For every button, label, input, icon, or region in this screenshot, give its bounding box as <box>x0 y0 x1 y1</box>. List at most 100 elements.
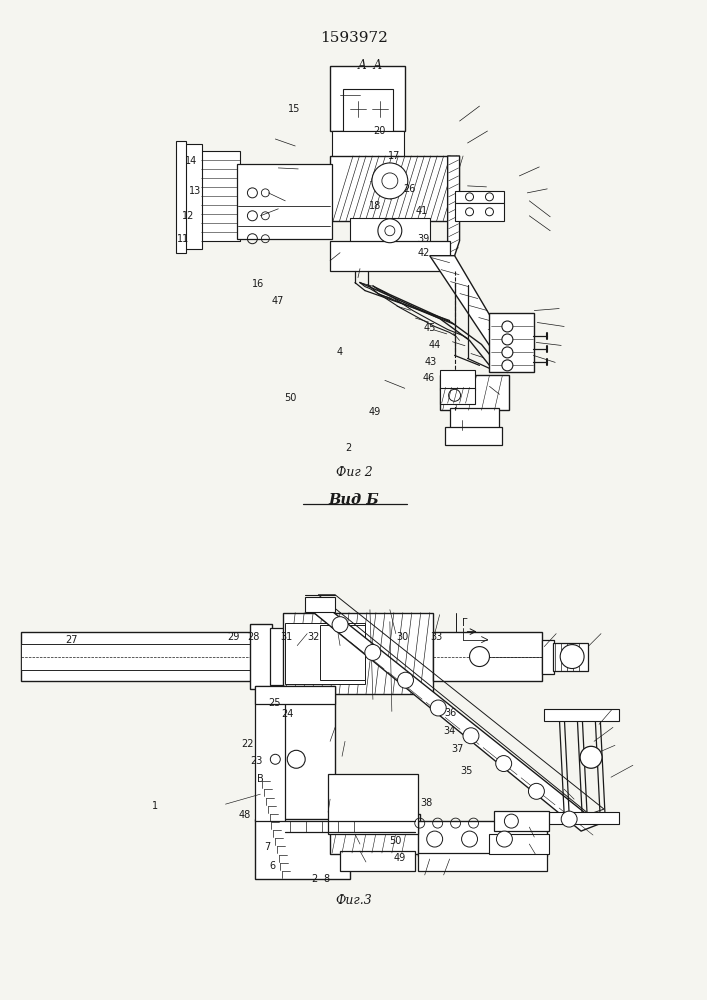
Bar <box>440 388 474 404</box>
Circle shape <box>561 811 577 827</box>
Text: 7: 7 <box>264 842 271 852</box>
Text: Вид Б: Вид Б <box>329 493 380 507</box>
Circle shape <box>462 831 477 847</box>
Text: 2: 2 <box>346 443 351 453</box>
Text: Фиг.3: Фиг.3 <box>336 894 373 907</box>
Text: 28: 28 <box>247 632 259 642</box>
Text: Фиг 2: Фиг 2 <box>336 466 373 479</box>
Bar <box>455 203 504 221</box>
Text: 37: 37 <box>452 744 464 754</box>
Bar <box>176 141 186 253</box>
Circle shape <box>469 647 489 667</box>
Text: А  А: А А <box>357 59 382 72</box>
Circle shape <box>502 360 513 371</box>
Bar <box>440 370 474 390</box>
Text: В: В <box>257 774 264 784</box>
Bar <box>270 628 285 685</box>
Bar <box>544 709 619 721</box>
Circle shape <box>365 644 381 660</box>
Bar <box>21 644 275 670</box>
Bar <box>284 613 433 694</box>
Text: 33: 33 <box>431 632 443 642</box>
Circle shape <box>580 746 602 768</box>
Text: 31: 31 <box>281 632 293 642</box>
Text: 32: 32 <box>307 632 320 642</box>
Bar <box>255 686 335 704</box>
Circle shape <box>463 728 479 744</box>
Text: 35: 35 <box>460 766 472 776</box>
Bar <box>433 632 542 681</box>
Circle shape <box>372 163 408 199</box>
Bar <box>340 131 395 153</box>
Text: 38: 38 <box>420 798 432 808</box>
Bar <box>350 218 430 243</box>
Circle shape <box>496 831 513 847</box>
Bar <box>340 851 415 871</box>
Polygon shape <box>430 256 520 372</box>
Text: 1593972: 1593972 <box>320 31 388 45</box>
Text: 13: 13 <box>189 186 201 196</box>
Text: 15: 15 <box>288 104 300 114</box>
Text: Г: Г <box>462 618 467 628</box>
Circle shape <box>502 321 513 332</box>
Text: 12: 12 <box>182 211 194 221</box>
Text: 34: 34 <box>443 726 455 736</box>
Bar <box>450 408 499 428</box>
Circle shape <box>397 672 414 688</box>
Text: 50: 50 <box>390 836 402 846</box>
Bar <box>255 819 350 879</box>
Bar <box>21 632 275 681</box>
Bar <box>332 131 404 159</box>
Bar <box>445 427 503 445</box>
Text: 45: 45 <box>423 323 436 333</box>
Bar <box>238 164 332 239</box>
Text: 18: 18 <box>368 201 381 211</box>
Text: 41: 41 <box>416 206 428 216</box>
Text: 11: 11 <box>177 234 189 244</box>
Text: 25: 25 <box>269 698 281 708</box>
Bar <box>285 623 365 684</box>
Circle shape <box>378 219 402 243</box>
Text: 47: 47 <box>272 296 284 306</box>
Bar <box>489 313 534 372</box>
Bar <box>330 814 420 854</box>
Text: 46: 46 <box>423 373 435 383</box>
Circle shape <box>496 756 512 772</box>
Circle shape <box>427 831 443 847</box>
Polygon shape <box>448 156 460 256</box>
Bar <box>330 241 450 271</box>
Text: 49: 49 <box>393 853 405 863</box>
Bar <box>418 821 547 856</box>
Bar <box>184 144 201 249</box>
Text: 48: 48 <box>238 810 250 820</box>
Text: 14: 14 <box>185 156 198 166</box>
Bar <box>489 834 549 854</box>
Text: 30: 30 <box>397 632 409 642</box>
Text: 4: 4 <box>337 347 342 357</box>
Polygon shape <box>455 191 504 203</box>
Text: 50: 50 <box>284 393 296 403</box>
Text: 6: 6 <box>269 861 276 871</box>
Circle shape <box>502 347 513 358</box>
Bar <box>255 686 285 821</box>
Text: 26: 26 <box>404 184 416 194</box>
Text: 29: 29 <box>228 632 240 642</box>
Circle shape <box>528 783 544 799</box>
Bar <box>270 686 335 871</box>
Polygon shape <box>310 610 599 831</box>
Circle shape <box>332 617 348 633</box>
Text: 16: 16 <box>252 279 264 289</box>
Circle shape <box>431 700 446 716</box>
Text: 42: 42 <box>418 248 430 258</box>
Bar <box>544 812 619 824</box>
Bar <box>250 624 272 689</box>
Circle shape <box>560 645 584 669</box>
Text: 1: 1 <box>152 801 158 811</box>
Bar <box>440 375 509 410</box>
Bar <box>553 643 588 671</box>
Circle shape <box>502 334 513 345</box>
Text: 17: 17 <box>387 151 400 161</box>
Bar <box>330 156 450 221</box>
Text: 22: 22 <box>242 739 254 749</box>
Bar <box>542 640 554 674</box>
